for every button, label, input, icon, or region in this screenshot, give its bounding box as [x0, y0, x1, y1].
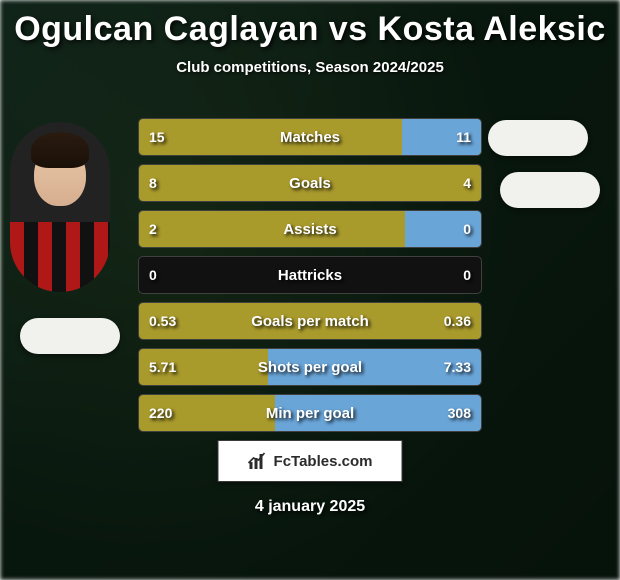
fctables-logo: FcTables.com [218, 440, 403, 482]
player-left-name-oval [20, 318, 120, 354]
stat-label: Goals per match [139, 303, 481, 339]
stat-row: 84Goals [138, 164, 482, 202]
page-title: Ogulcan Caglayan vs Kosta Aleksic [0, 0, 620, 49]
stat-label: Shots per goal [139, 349, 481, 385]
stats-bars: 1511Matches 84Goals 20Assists 00Hattricks 0.… [138, 118, 482, 440]
subtitle: Club competitions, Season 2024/2025 [0, 59, 620, 76]
stat-row: 220308Min per goal [138, 394, 482, 432]
stat-label: Min per goal [139, 395, 481, 431]
player-left-hair [31, 132, 89, 168]
stat-row: 5.717.33Shots per goal [138, 348, 482, 386]
chart-icon [248, 451, 268, 471]
comparison-card: Ogulcan Caglayan vs Kosta Aleksic Club c… [0, 0, 620, 580]
player-left-jersey [10, 222, 110, 292]
stat-label: Matches [139, 119, 481, 155]
stat-label: Goals [139, 165, 481, 201]
generated-date: 4 january 2025 [0, 498, 620, 516]
player-right-photo-oval [488, 120, 588, 156]
player-right-name-oval [500, 172, 600, 208]
logo-text: FcTables.com [274, 453, 373, 470]
stat-row: 20Assists [138, 210, 482, 248]
stat-label: Hattricks [139, 257, 481, 293]
stat-row: 1511Matches [138, 118, 482, 156]
stat-row: 0.530.36Goals per match [138, 302, 482, 340]
player-left-photo [10, 122, 110, 292]
stat-label: Assists [139, 211, 481, 247]
stat-row: 00Hattricks [138, 256, 482, 294]
